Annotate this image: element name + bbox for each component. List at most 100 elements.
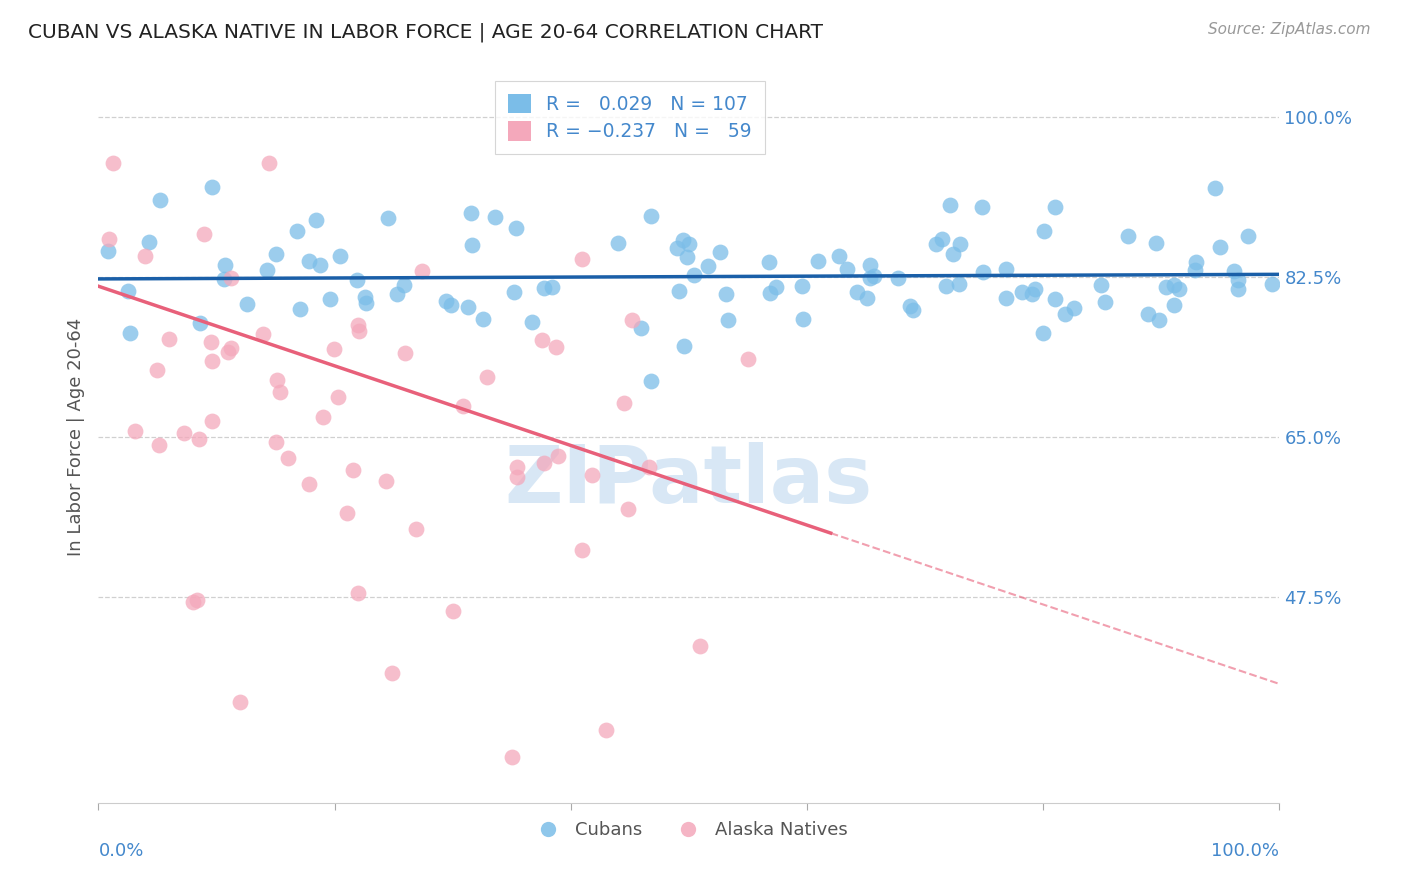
Point: [672, 233, 695, 247]
Point: [505, 220, 527, 235]
Y-axis label: In Labor Force | Age 20-64: In Labor Force | Age 20-64: [66, 318, 84, 557]
Point: [630, 321, 652, 335]
Point: [859, 258, 882, 272]
Point: [668, 284, 690, 298]
Point: [1209, 240, 1232, 254]
Point: [377, 211, 399, 225]
Point: [146, 363, 169, 377]
Point: [434, 293, 457, 308]
Point: [471, 312, 494, 326]
Point: [676, 250, 699, 264]
Point: [193, 227, 215, 241]
Point: [1168, 282, 1191, 296]
Point: [696, 259, 718, 273]
Point: [613, 395, 636, 409]
Point: [1222, 264, 1244, 278]
Point: [533, 456, 555, 470]
Point: [828, 249, 851, 263]
Point: [381, 665, 404, 680]
Point: [201, 414, 224, 428]
Point: [181, 595, 204, 609]
Point: [200, 334, 222, 349]
Point: [97, 232, 120, 246]
Point: [501, 750, 523, 764]
Point: [394, 345, 416, 359]
Point: [347, 324, 370, 338]
Point: [672, 339, 695, 353]
Text: CUBAN VS ALASKA NATIVE IN LABOR FORCE | AGE 20-64 CORRELATION CHART: CUBAN VS ALASKA NATIVE IN LABOR FORCE | …: [28, 22, 823, 42]
Point: [1021, 286, 1043, 301]
Point: [1032, 224, 1054, 238]
Point: [1053, 308, 1076, 322]
Point: [354, 296, 377, 310]
Point: [326, 390, 349, 404]
Point: [264, 434, 287, 449]
Point: [1024, 282, 1046, 296]
Point: [807, 254, 830, 268]
Point: [1261, 277, 1284, 292]
Point: [259, 155, 281, 169]
Point: [531, 333, 554, 347]
Point: [901, 302, 924, 317]
Point: [925, 237, 948, 252]
Point: [949, 237, 972, 252]
Point: [682, 268, 704, 282]
Point: [1136, 307, 1159, 321]
Text: Source: ZipAtlas.com: Source: ZipAtlas.com: [1208, 22, 1371, 37]
Point: [1226, 282, 1249, 296]
Point: [290, 302, 312, 317]
Point: [1032, 326, 1054, 340]
Point: [264, 247, 287, 261]
Point: [887, 271, 910, 285]
Point: [862, 268, 884, 283]
Point: [533, 281, 555, 295]
Point: [1185, 255, 1208, 269]
Point: [411, 264, 433, 278]
Point: [540, 280, 562, 294]
Point: [1226, 273, 1249, 287]
Point: [995, 292, 1018, 306]
Point: [285, 224, 308, 238]
Point: [138, 235, 160, 249]
Point: [173, 425, 195, 440]
Point: [665, 241, 688, 255]
Point: [124, 425, 146, 439]
Point: [506, 470, 529, 484]
Point: [709, 245, 731, 260]
Point: [1163, 298, 1185, 312]
Point: [229, 695, 252, 709]
Point: [506, 460, 529, 475]
Text: 0.0%: 0.0%: [98, 842, 143, 860]
Point: [217, 344, 239, 359]
Point: [939, 198, 962, 212]
Point: [942, 247, 965, 261]
Point: [856, 291, 879, 305]
Point: [277, 450, 299, 465]
Point: [385, 287, 408, 301]
Point: [1118, 228, 1140, 243]
Point: [1094, 295, 1116, 310]
Point: [1154, 280, 1177, 294]
Point: [477, 369, 499, 384]
Point: [900, 299, 922, 313]
Point: [620, 312, 643, 326]
Point: [931, 232, 953, 246]
Point: [336, 506, 359, 520]
Point: [859, 271, 882, 285]
Point: [214, 259, 236, 273]
Point: [134, 249, 156, 263]
Point: [1147, 313, 1170, 327]
Point: [1045, 292, 1067, 306]
Point: [640, 374, 662, 388]
Point: [354, 290, 377, 304]
Point: [312, 409, 335, 424]
Point: [441, 604, 464, 618]
Point: [948, 277, 970, 292]
Point: [346, 273, 368, 287]
Point: [972, 265, 994, 279]
Point: [97, 244, 120, 258]
Point: [837, 261, 859, 276]
Point: [236, 296, 259, 310]
Point: [188, 317, 211, 331]
Point: [186, 593, 208, 607]
